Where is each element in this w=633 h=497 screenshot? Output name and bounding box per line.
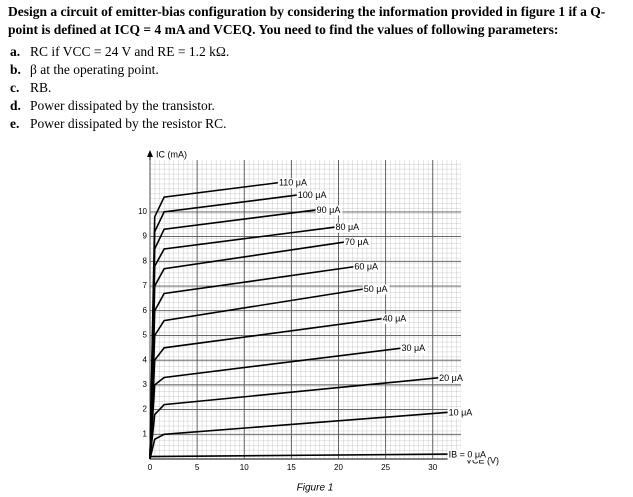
curve-label: IB = 0 μA: [449, 449, 486, 459]
curve: [149, 181, 283, 460]
item-text: β at the operating point.: [30, 62, 159, 77]
y-tick-label: 3: [143, 380, 148, 389]
y-tick-label: 2: [143, 405, 148, 414]
y-tick-label: 7: [143, 281, 148, 290]
x-axis-label: VCE (V): [466, 455, 499, 465]
label-bg: [353, 262, 381, 273]
label-bg: [438, 373, 465, 384]
item: a. RC if VCC = 24 V and RE = 1.2 kΩ.: [10, 44, 229, 60]
x-tick-label: 20: [334, 463, 343, 472]
curve: [149, 453, 452, 458]
x-tick-label: 5: [195, 463, 200, 472]
curve: [149, 411, 452, 460]
label-bg: [315, 205, 343, 216]
x-tick-label: 30: [428, 463, 437, 472]
y-tick-label: 5: [143, 331, 148, 340]
curve-label: 20 μA: [439, 373, 463, 383]
caption: Figure 1: [297, 483, 334, 494]
y-tick-label: 1: [143, 429, 148, 438]
y-tick-label: 9: [143, 232, 148, 241]
curve-label: 90 μA: [317, 205, 341, 215]
label-bg: [381, 314, 409, 325]
arrow: [147, 150, 153, 157]
item-text: RB.: [30, 80, 52, 95]
item-text: RC if VCC = 24 V and RE = 1.2 kΩ.: [30, 44, 230, 59]
item-label: b.: [10, 62, 21, 77]
curve-label: 30 μA: [401, 343, 425, 353]
label-bg: [447, 408, 475, 419]
curve: [149, 376, 443, 460]
item: e. Power dissipated by the resistor RC.: [10, 116, 226, 132]
label-bg: [334, 222, 362, 233]
item-text: Power dissipated by the transistor.: [30, 98, 215, 113]
curve-label: 50 μA: [364, 284, 388, 294]
label-bg: [343, 237, 371, 248]
label-bg: [447, 450, 489, 461]
label-bg: [362, 284, 390, 295]
y-tick-label: 6: [143, 306, 148, 315]
item-label: e.: [10, 116, 20, 131]
question: Design a circuit of emitter-bias configu…: [8, 4, 606, 37]
item: d. Power dissipated by the transistor.: [10, 98, 215, 114]
label-bg: [400, 343, 428, 354]
y-tick-label: 8: [143, 256, 148, 265]
y-tick-label: 10: [138, 207, 147, 216]
curve-label: 60 μA: [354, 262, 378, 272]
x-tick-label: 0: [148, 463, 153, 472]
curve-label: 110 μA: [279, 178, 307, 188]
x-tick-label: 10: [240, 463, 249, 472]
curve-label: 80 μA: [335, 222, 359, 232]
x-tick-label: 15: [287, 463, 296, 472]
y-axis-label: IC (mA): [156, 149, 187, 159]
y-tick-label: 4: [143, 355, 148, 364]
label-bg: [296, 190, 329, 201]
item-label: d.: [10, 98, 21, 113]
item: b. β at the operating point.: [10, 62, 159, 78]
curve-label: 10 μA: [449, 407, 473, 417]
curve-label: 70 μA: [345, 237, 369, 247]
curve-label: 100 μA: [298, 190, 327, 200]
item-text: Power dissipated by the resistor RC.: [30, 116, 227, 131]
label-bg: [277, 178, 309, 189]
x-tick-label: 25: [381, 463, 390, 472]
curve-label: 40 μA: [383, 314, 407, 324]
item-label: a.: [10, 44, 21, 59]
item-label: c.: [10, 80, 20, 95]
item: c. RB.: [10, 80, 51, 96]
